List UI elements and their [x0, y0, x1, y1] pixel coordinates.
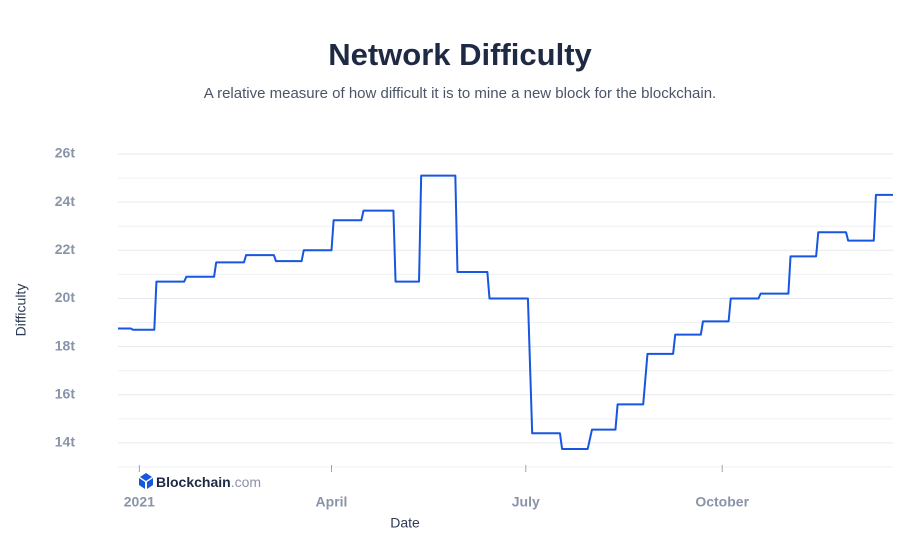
brand-suffix: .com: [231, 474, 261, 490]
y-tick-label: 20t: [55, 289, 76, 305]
brand-text: Blockchain.com: [156, 474, 261, 490]
brand-icon: [139, 473, 153, 489]
y-axis-title: Difficulty: [13, 284, 29, 337]
brand-name: Blockchain: [156, 474, 231, 490]
x-axis-title: Date: [390, 515, 420, 531]
x-tick-label: April: [316, 494, 348, 510]
chart-subtitle: A relative measure of how difficult it i…: [204, 85, 716, 102]
y-tick-label: 16t: [55, 385, 76, 401]
grid: [118, 153, 893, 468]
y-tick-label: 22t: [55, 241, 76, 257]
brand-logo: Blockchain.com: [139, 473, 261, 490]
x-tick-label: October: [695, 494, 749, 510]
data-line: [118, 174, 893, 450]
y-tick-label: 18t: [55, 337, 76, 353]
y-tick-label: 14t: [55, 434, 76, 450]
y-tick-label: 26t: [55, 145, 76, 161]
y-tick-label: 24t: [55, 193, 76, 209]
chart-title: Network Difficulty: [328, 37, 592, 72]
x-tick-label: July: [512, 494, 540, 510]
x-tick-label: 2021: [124, 494, 155, 510]
